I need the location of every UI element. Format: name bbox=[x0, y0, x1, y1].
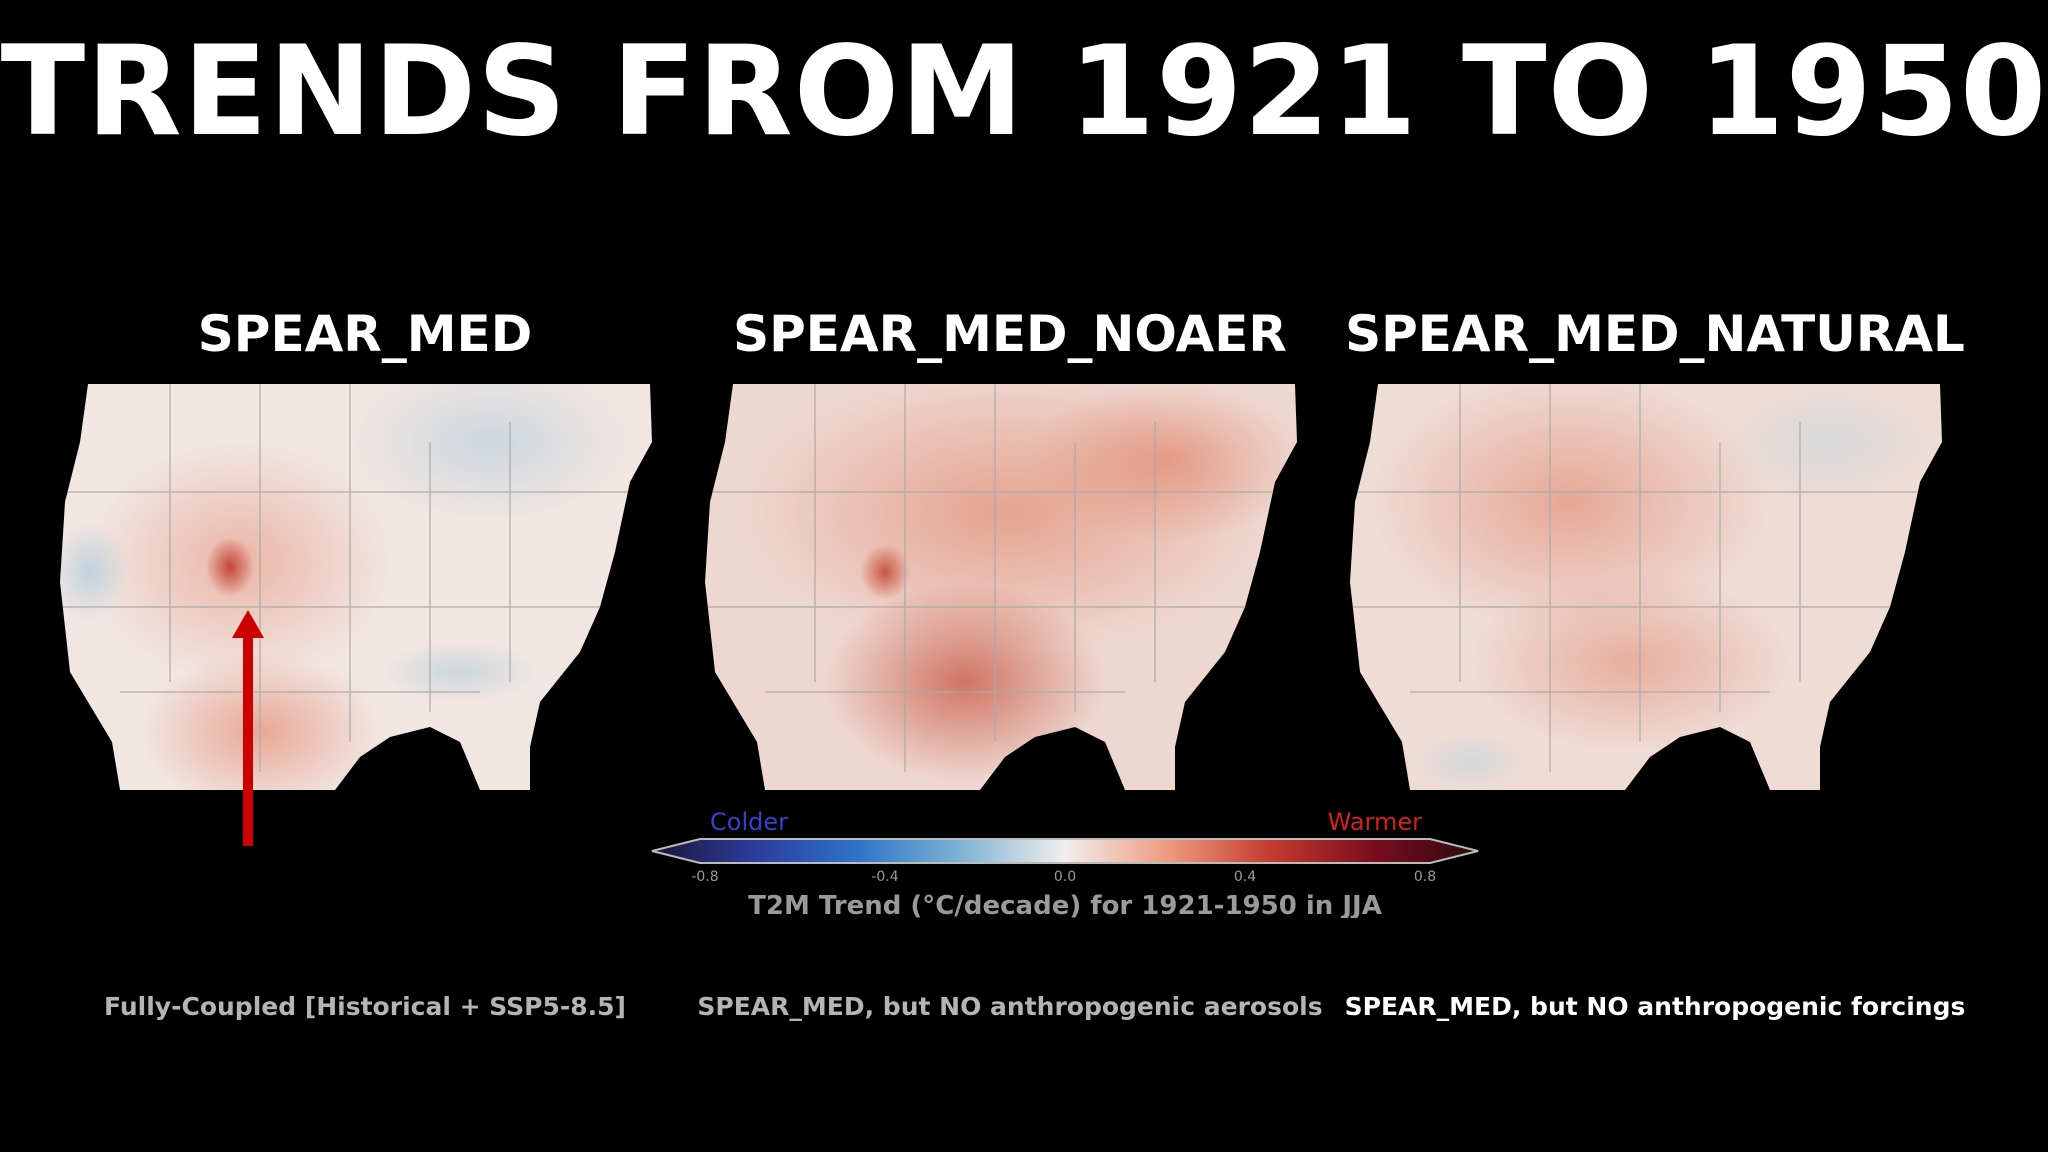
colorbar-bar bbox=[651, 838, 1479, 864]
red-arrow-annotation bbox=[232, 610, 264, 846]
map-spear-med-natural bbox=[1350, 382, 1950, 792]
colorbar-title: T2M Trend (°C/decade) for 1921-1950 in J… bbox=[748, 891, 1382, 918]
panel-title-spear-med: SPEAR_MED bbox=[197, 305, 533, 363]
colorbar-tick: 0.0 bbox=[1054, 869, 1076, 885]
colorbar-colder-label: Colder bbox=[710, 808, 788, 836]
panel-title-spear-med-natural: SPEAR_MED_NATURAL bbox=[1345, 305, 1965, 363]
map-spear-med bbox=[60, 382, 660, 792]
colorbar-tick: 0.4 bbox=[1234, 869, 1256, 885]
colorbar-warmer-label: Warmer bbox=[1328, 808, 1422, 836]
panel-caption-spear-med: Fully-Coupled [Historical + SSP5-8.5] bbox=[104, 992, 626, 1021]
colorbar-tick: -0.8 bbox=[691, 869, 718, 885]
panel-title-spear-med-noaer: SPEAR_MED_NOAER bbox=[733, 305, 1287, 363]
slide-title: TRENDS FROM 1921 TO 1950 bbox=[0, 20, 2048, 164]
map-spear-med-noaer bbox=[705, 382, 1305, 792]
colorbar: Colder Warmer -0.8 -0.4 0.0 0.4 0.8 T2M … bbox=[651, 808, 1479, 918]
panel-caption-spear-med-noaer: SPEAR_MED, but NO anthropogenic aerosols bbox=[697, 992, 1323, 1021]
colorbar-tick: 0.8 bbox=[1414, 869, 1436, 885]
colorbar-tick: -0.4 bbox=[871, 869, 898, 885]
panel-caption-spear-med-natural: SPEAR_MED, but NO anthropogenic forcings bbox=[1344, 992, 1966, 1021]
